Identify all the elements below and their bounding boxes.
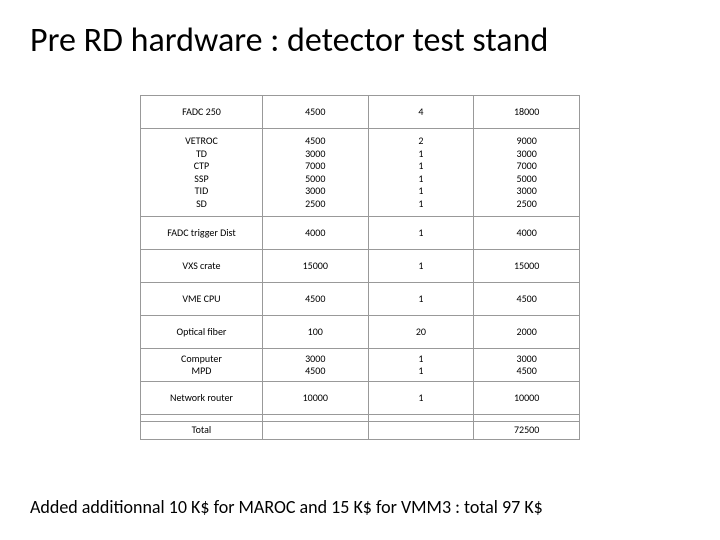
table-row: VXS crate15000115000 [141,250,580,283]
table-cell: 10000 [474,382,580,415]
table-cell: Optical fiber [141,316,263,349]
table-cell: 4000 [474,217,580,250]
table-cell: 3000 4500 [262,349,368,382]
table-cell: 20 [368,316,474,349]
table-cell [474,415,580,422]
table-cell: FADC 250 [141,96,263,129]
table-cell: VETROC TD CTP SSP TID SD [141,129,263,217]
table-cell: 1 [368,217,474,250]
table-cell: Computer MPD [141,349,263,382]
table-cell: Total [141,422,263,440]
table-cell: 4 [368,96,474,129]
table-cell: FADC trigger Dist [141,217,263,250]
table-cell: 1 [368,283,474,316]
table-row: FADC 2504500418000 [141,96,580,129]
table-cell: 15000 [474,250,580,283]
table-cell: 9000 3000 7000 5000 3000 2500 [474,129,580,217]
table-cell: 4500 [262,96,368,129]
table-cell: VME CPU [141,283,263,316]
table-cell: 4500 [262,283,368,316]
table-cell: 2 1 1 1 1 1 [368,129,474,217]
table-row: VETROC TD CTP SSP TID SD4500 3000 7000 5… [141,129,580,217]
table-row: VME CPU450014500 [141,283,580,316]
table-cell: 4500 [474,283,580,316]
table-cell: Network router [141,382,263,415]
table-row: Total 72500 [141,422,580,440]
table-cell [368,415,474,422]
table-cell: 18000 [474,96,580,129]
table: FADC 2504500418000VETROC TD CTP SSP TID … [140,95,580,440]
table-cell: 10000 [262,382,368,415]
hardware-table: FADC 2504500418000VETROC TD CTP SSP TID … [140,95,580,440]
table-row: Computer MPD3000 45001 13000 4500 [141,349,580,382]
table-cell: 2000 [474,316,580,349]
table-row: Network router10000110000 [141,382,580,415]
table-cell: 1 [368,250,474,283]
table-cell [368,422,474,440]
table-cell: 1 1 [368,349,474,382]
table-cell [262,422,368,440]
table-cell: 1 [368,382,474,415]
table-cell [262,415,368,422]
table-row: FADC trigger Dist400014000 [141,217,580,250]
table-cell: 72500 [474,422,580,440]
table-cell: 3000 4500 [474,349,580,382]
table-cell: 100 [262,316,368,349]
table-row: Optical fiber100202000 [141,316,580,349]
table-cell: 15000 [262,250,368,283]
page-title: Pre RD hardware : detector test stand [30,20,690,61]
table-cell: VXS crate [141,250,263,283]
slide: Pre RD hardware : detector test stand FA… [0,0,720,540]
table-cell [141,415,263,422]
table-row [141,415,580,422]
table-cell: 4500 3000 7000 5000 3000 2500 [262,129,368,217]
table-cell: 4000 [262,217,368,250]
footnote: Added additionnal 10 K$ for MAROC and 15… [30,496,690,518]
